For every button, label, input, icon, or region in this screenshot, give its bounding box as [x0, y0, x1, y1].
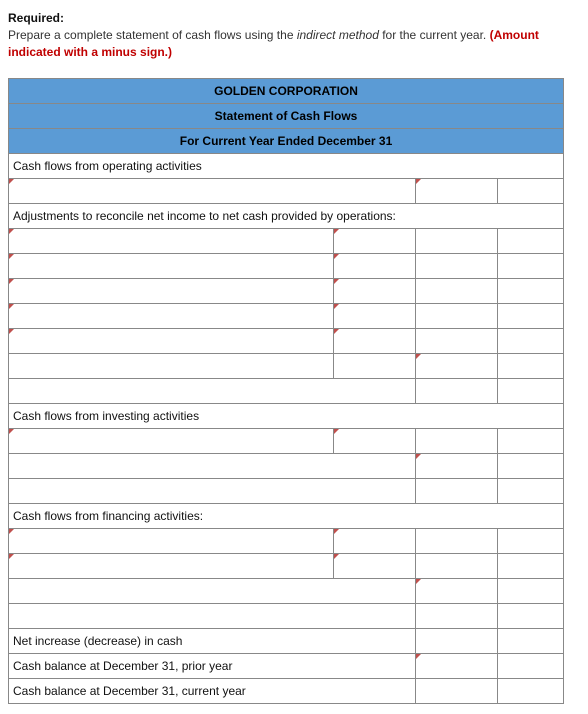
operating-item-input[interactable]: [9, 179, 416, 204]
blank-cell: [416, 279, 498, 304]
adjust-item-input[interactable]: [9, 329, 334, 354]
blank-cell: [416, 304, 498, 329]
blank-cell: [498, 679, 564, 704]
balance-prior-input[interactable]: [416, 654, 498, 679]
operating-amount-input[interactable]: [416, 179, 498, 204]
adjust-amount-input[interactable]: [334, 304, 416, 329]
blank-cell: [498, 529, 564, 554]
blank-cell: [9, 604, 416, 629]
blank-cell: [416, 679, 498, 704]
subtotal-input[interactable]: [416, 454, 498, 479]
blank-cell: [498, 604, 564, 629]
blank-cell: [498, 654, 564, 679]
instructions: Required: Prepare a complete statement o…: [8, 10, 588, 60]
blank-cell: [498, 629, 564, 654]
blank-cell: [416, 554, 498, 579]
subtotal-input[interactable]: [416, 579, 498, 604]
net-increase-label: Net increase (decrease) in cash: [9, 629, 416, 654]
adjust-amount-input[interactable]: [334, 229, 416, 254]
adjust-item-input[interactable]: [9, 254, 334, 279]
finance-amount-input[interactable]: [334, 554, 416, 579]
title-company: GOLDEN CORPORATION: [9, 79, 564, 104]
blank-cell: [9, 479, 416, 504]
blank-cell: [498, 429, 564, 454]
title-statement: Statement of Cash Flows: [9, 104, 564, 129]
blank-cell: [334, 354, 416, 379]
blank-cell: [498, 354, 564, 379]
finance-amount-input[interactable]: [334, 529, 416, 554]
blank-cell: [498, 279, 564, 304]
blank-cell: [416, 329, 498, 354]
invest-amount-input[interactable]: [334, 429, 416, 454]
cash-flow-table: GOLDEN CORPORATION Statement of Cash Flo…: [8, 78, 564, 704]
section-investing: Cash flows from investing activities: [9, 404, 564, 429]
instruction-italic: indirect method: [297, 28, 379, 42]
blank-cell: [498, 454, 564, 479]
blank-cell: [416, 529, 498, 554]
section-operating: Cash flows from operating activities: [9, 154, 564, 179]
required-label: Required:: [8, 11, 64, 25]
section-financing: Cash flows from financing activities:: [9, 504, 564, 529]
blank-cell: [416, 629, 498, 654]
blank-cell: [416, 229, 498, 254]
blank-cell: [416, 429, 498, 454]
instruction-red-a: (Amount: [490, 28, 539, 42]
blank-cell: [498, 304, 564, 329]
blank-cell: [498, 254, 564, 279]
balance-prior-label: Cash balance at December 31, prior year: [9, 654, 416, 679]
blank-cell: [9, 354, 334, 379]
adjust-amount-input[interactable]: [334, 254, 416, 279]
invest-item-input[interactable]: [9, 429, 334, 454]
adjust-amount-input[interactable]: [334, 279, 416, 304]
subtotal-input[interactable]: [416, 354, 498, 379]
finance-item-input[interactable]: [9, 529, 334, 554]
adjust-item-input[interactable]: [9, 279, 334, 304]
blank-cell: [498, 579, 564, 604]
adjust-item-input[interactable]: [9, 229, 334, 254]
blank-cell: [498, 379, 564, 404]
blank-cell: [498, 329, 564, 354]
title-period: For Current Year Ended December 31: [9, 129, 564, 154]
blank-cell: [498, 479, 564, 504]
blank-cell: [9, 379, 416, 404]
adjust-item-input[interactable]: [9, 304, 334, 329]
instruction-text-a: Prepare a complete statement of cash flo…: [8, 28, 297, 42]
instruction-red-b: indicated with a minus sign.): [8, 45, 172, 59]
finance-item-input[interactable]: [9, 554, 334, 579]
instruction-text-b: for the current year.: [379, 28, 490, 42]
blank-cell: [9, 579, 416, 604]
blank-cell: [9, 454, 416, 479]
blank-cell: [498, 554, 564, 579]
blank-cell: [416, 379, 498, 404]
section-adjustments: Adjustments to reconcile net income to n…: [9, 204, 564, 229]
blank-cell: [416, 254, 498, 279]
adjust-amount-input[interactable]: [334, 329, 416, 354]
blank-cell: [416, 479, 498, 504]
blank-cell: [498, 229, 564, 254]
balance-current-label: Cash balance at December 31, current yea…: [9, 679, 416, 704]
blank-cell: [498, 179, 564, 204]
blank-cell: [416, 604, 498, 629]
